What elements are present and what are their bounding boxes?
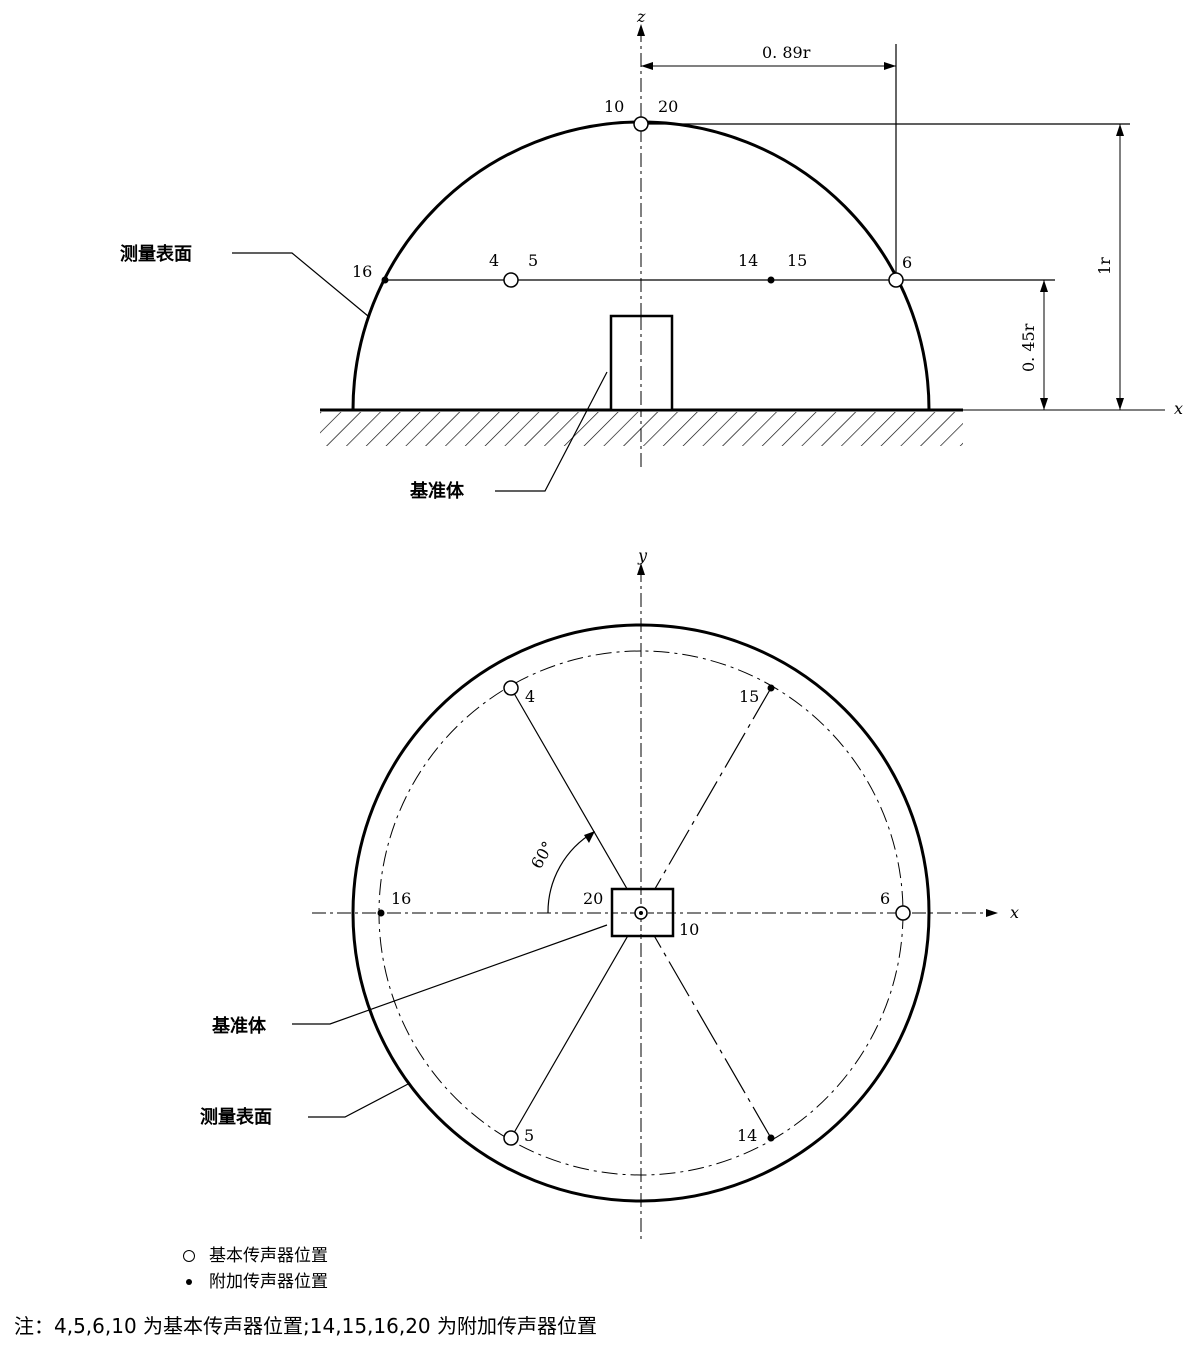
angle-label: 60° xyxy=(527,838,558,872)
dim-label-0-89r: 0. 89r xyxy=(762,43,811,62)
z-axis-label: z xyxy=(636,7,646,26)
label-15-plan: 15 xyxy=(739,687,759,706)
mic-additional-16-plan xyxy=(377,909,385,917)
label-14-plan: 14 xyxy=(737,1126,757,1145)
mic-basic-5-plan xyxy=(503,1130,519,1146)
x-axis-label-side: x xyxy=(1174,399,1183,418)
mic-additional-20-plan xyxy=(639,911,643,915)
radial-line-14 xyxy=(640,912,772,1139)
reference-label-side: 基准体 xyxy=(409,480,465,502)
surface-leader-side xyxy=(232,252,369,317)
mic-additional-15-plan xyxy=(767,684,775,692)
dim-arrow-right xyxy=(884,62,896,70)
label-16-plan: 16 xyxy=(391,889,411,908)
dim-arrow-0-45r-bottom xyxy=(1040,398,1048,410)
x-axis-label-plan: x xyxy=(1010,903,1019,922)
reference-leader-side xyxy=(495,371,608,492)
label-5-plan: 5 xyxy=(524,1126,534,1145)
dim-label-1r: 1r xyxy=(1095,257,1114,275)
label-5-side: 5 xyxy=(528,251,538,270)
radial-line-5 xyxy=(510,912,642,1139)
reference-label-plan: 基准体 xyxy=(211,1015,267,1037)
dim-arrow-1r-top xyxy=(1116,124,1124,136)
legend: 基本传声器位置 附加传声器位置 xyxy=(183,1243,328,1295)
surface-label-plan: 测量表面 xyxy=(200,1106,272,1128)
dim-label-0-45r: 0. 45r xyxy=(1019,323,1038,372)
label-6-plan: 6 xyxy=(880,889,890,908)
filled-dot-icon xyxy=(186,1279,192,1285)
label-16-side: 16 xyxy=(352,262,372,281)
dim-arrow-0-45r-top xyxy=(1040,280,1048,292)
open-circle-icon xyxy=(183,1250,195,1262)
mic-basic-6-plan xyxy=(895,905,911,921)
y-axis-label: y xyxy=(637,546,648,565)
mic-basic-4-5-side xyxy=(503,272,519,288)
z-axis-arrow xyxy=(637,24,645,36)
label-20-plan: 20 xyxy=(583,889,603,908)
x-axis-arrow-plan xyxy=(986,909,998,917)
angle-arc-arrow xyxy=(584,831,595,843)
legend-additional-text: 附加传声器位置 xyxy=(209,1272,328,1292)
label-14-side: 14 xyxy=(738,251,758,270)
dim-arrow-1r-bottom xyxy=(1116,398,1124,410)
surface-leader-plan xyxy=(308,1082,411,1118)
footnote: 注：4,5,6,10 为基本传声器位置;14,15,16,20 为附加传声器位置 xyxy=(14,1314,598,1338)
mic-additional-14-plan xyxy=(767,1134,775,1142)
radial-line-15 xyxy=(640,687,772,914)
mic-additional-14-15-side xyxy=(767,276,775,284)
label-4-plan: 4 xyxy=(525,687,535,706)
legend-basic-text: 基本传声器位置 xyxy=(209,1246,328,1266)
dim-arrow-left xyxy=(641,62,653,70)
mic-basic-10-side xyxy=(633,116,649,132)
radial-line-4 xyxy=(510,687,642,914)
surface-label-side: 测量表面 xyxy=(120,243,192,265)
mic-additional-16-side xyxy=(381,276,389,284)
angle-arc xyxy=(547,831,595,914)
mic-basic-4-plan xyxy=(503,680,519,696)
legend-basic: 基本传声器位置 xyxy=(183,1243,328,1269)
label-4-side: 4 xyxy=(489,251,499,270)
label-10-side: 10 xyxy=(604,97,624,116)
label-20-side: 20 xyxy=(658,97,678,116)
label-6-side: 6 xyxy=(902,253,912,272)
mic-basic-6-side xyxy=(888,272,904,288)
reference-leader-plan xyxy=(292,924,608,1025)
y-axis-arrow xyxy=(637,563,645,575)
label-15-side: 15 xyxy=(787,251,807,270)
plan-view: y x 60° 4 15 16 20 10 6 5 14 xyxy=(200,546,1019,1240)
side-view: x z 0. 89r 1r 0. 45r xyxy=(120,7,1183,502)
label-10-plan: 10 xyxy=(679,920,699,939)
legend-additional: 附加传声器位置 xyxy=(183,1269,328,1295)
